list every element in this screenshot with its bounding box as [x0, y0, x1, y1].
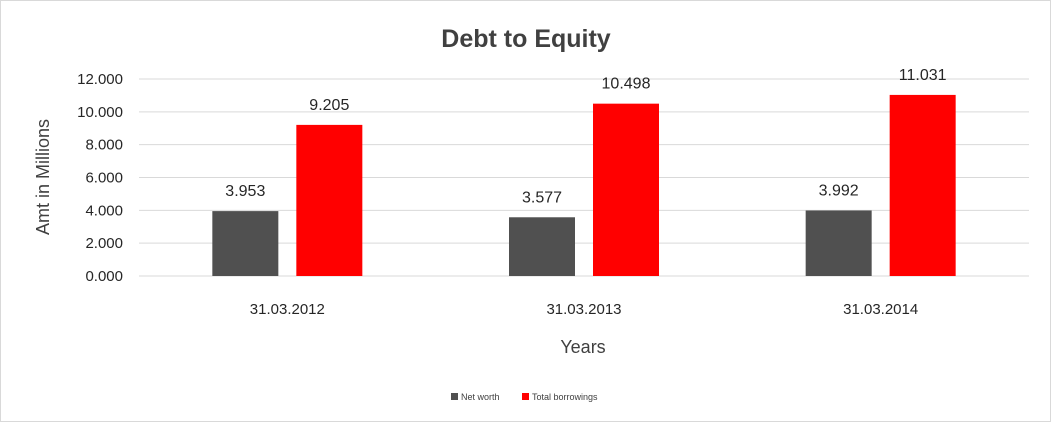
data-labels: 3.953 9.205 3.577 10.498 3.992 11.031 — [225, 67, 946, 206]
y-axis-ticks: 0.000 2.000 4.000 6.000 8.000 10.000 12.000 — [77, 71, 123, 285]
data-label: 10.498 — [602, 76, 651, 93]
x-axis-title: Years — [560, 337, 605, 357]
y-axis-title: Amt in Millions — [33, 119, 53, 235]
grid-lines — [139, 78, 1029, 277]
legend-label-net-worth: Net worth — [461, 392, 500, 402]
y-tick-label: 6.000 — [85, 170, 123, 187]
legend-swatch-net-worth — [451, 393, 458, 400]
y-tick-label: 10.000 — [77, 104, 123, 121]
x-tick-label: 31.03.2014 — [843, 301, 918, 318]
legend-label-total-borrowings: Total borrowings — [532, 392, 598, 402]
chart-title: Debt to Equity — [441, 25, 611, 53]
y-tick-label: 4.000 — [85, 202, 123, 219]
y-tick-label: 0.000 — [85, 268, 123, 285]
bar-net-worth — [212, 211, 279, 276]
data-label: 3.992 — [819, 182, 859, 199]
data-label: 11.031 — [899, 67, 947, 84]
x-axis-ticks: 31.03.2012 31.03.2013 31.03.2014 — [250, 301, 918, 318]
x-tick-label: 31.03.2012 — [250, 301, 325, 318]
y-tick-label: 8.000 — [85, 137, 123, 154]
y-tick-label: 2.000 — [85, 235, 123, 252]
y-tick-label: 12.000 — [77, 71, 123, 88]
bar-total-borrowings — [593, 103, 659, 276]
legend: Net worth Total borrowings — [451, 392, 598, 402]
bar-net-worth — [509, 217, 575, 276]
data-label: 3.577 — [522, 189, 562, 206]
data-label: 3.953 — [225, 183, 265, 200]
bar-net-worth — [805, 210, 872, 276]
legend-swatch-total-borrowings — [522, 393, 529, 400]
x-tick-label: 31.03.2013 — [546, 301, 621, 318]
data-label: 9.205 — [309, 97, 349, 114]
bar-total-borrowings — [296, 124, 363, 276]
bar-total-borrowings — [889, 94, 956, 277]
bars — [212, 94, 956, 277]
